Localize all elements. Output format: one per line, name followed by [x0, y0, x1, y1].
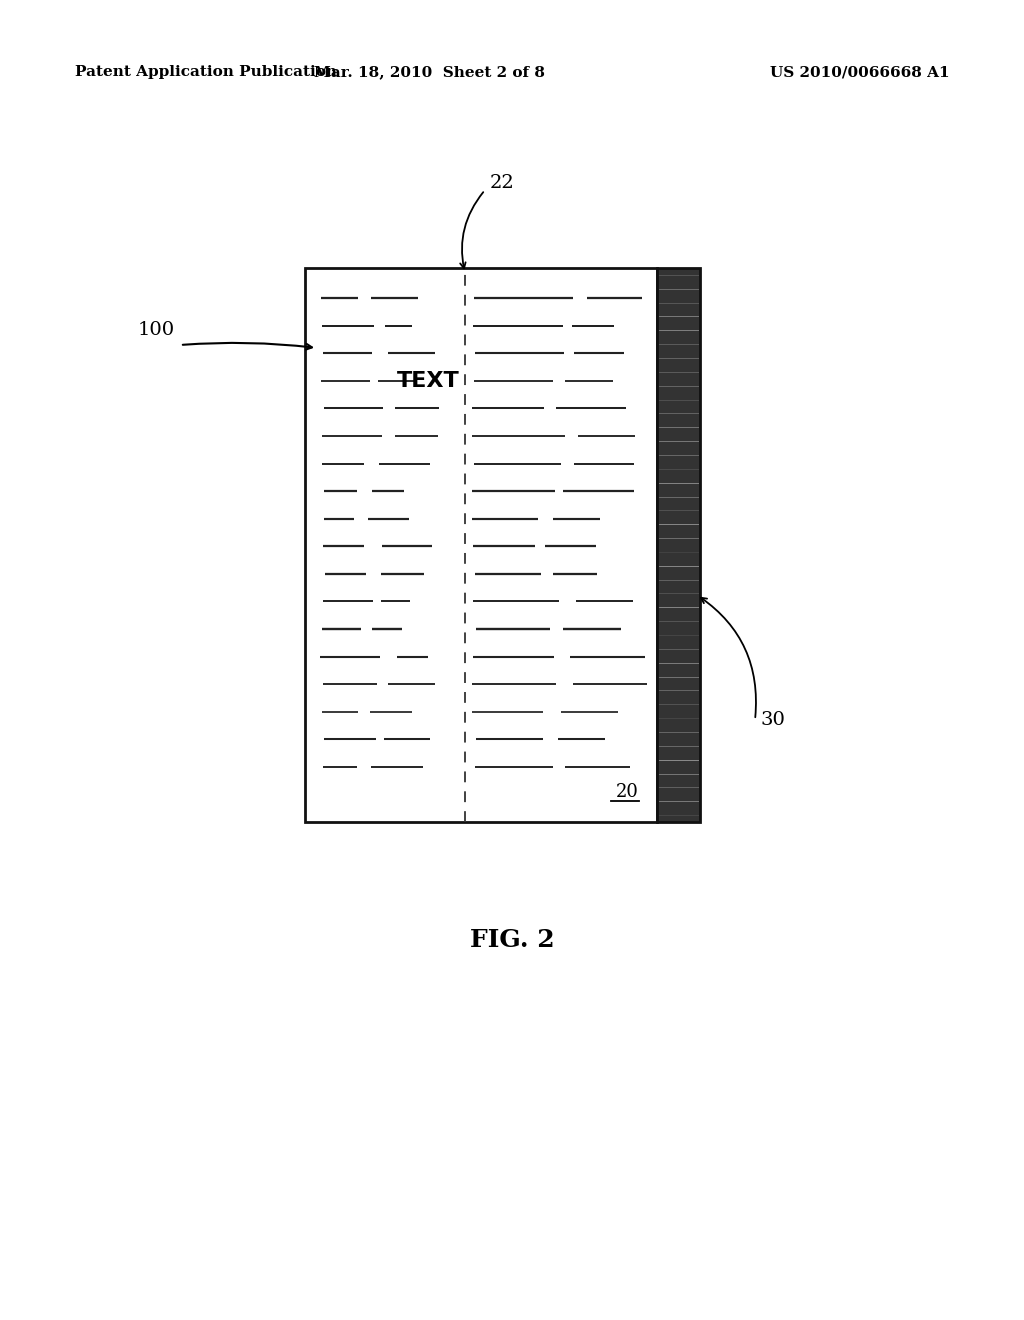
Text: Patent Application Publication: Patent Application Publication: [75, 65, 337, 79]
Text: 22: 22: [490, 174, 515, 191]
Text: 20: 20: [616, 783, 639, 801]
Text: 100: 100: [138, 321, 175, 339]
Text: US 2010/0066668 A1: US 2010/0066668 A1: [770, 65, 950, 79]
Bar: [305, 268, 657, 822]
Text: Mar. 18, 2010  Sheet 2 of 8: Mar. 18, 2010 Sheet 2 of 8: [314, 65, 546, 79]
Text: FIG. 2: FIG. 2: [470, 928, 554, 952]
Text: 30: 30: [760, 711, 784, 729]
Bar: [657, 268, 700, 822]
Text: TEXT: TEXT: [397, 371, 460, 391]
